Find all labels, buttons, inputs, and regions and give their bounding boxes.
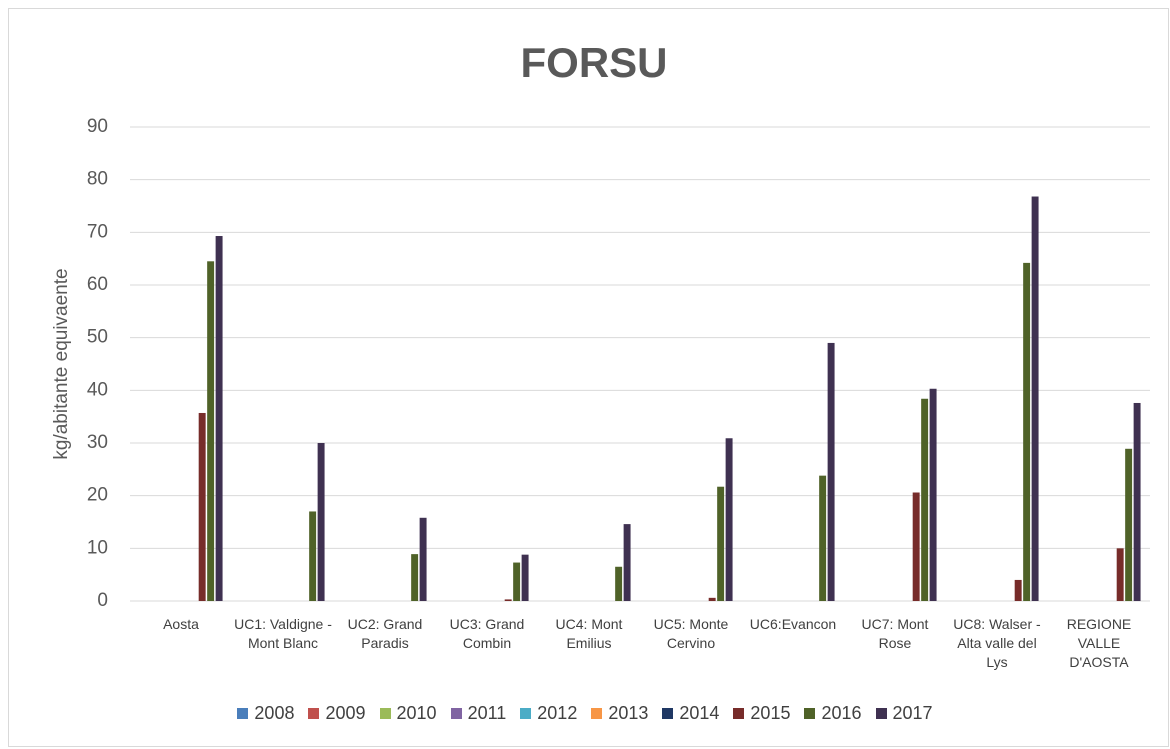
bar [921, 398, 929, 601]
bar [623, 524, 631, 601]
x-tick-label: UC7: Mont Rose [861, 616, 929, 651]
bar [615, 566, 623, 601]
bar [1125, 448, 1133, 601]
legend-swatch [308, 708, 320, 719]
x-tick-label: UC2: Grand Paradis [347, 616, 423, 651]
y-tick-label: 50 [87, 327, 108, 348]
legend-label: 2013 [608, 703, 649, 723]
legend-swatch [237, 708, 249, 719]
bar [827, 342, 835, 601]
x-tick-label: REGIONE VALLE D'AOSTA [1066, 616, 1132, 670]
x-tick-label: UC6:Evancon [749, 616, 837, 632]
legend-swatch [520, 708, 532, 719]
y-tick-label: 0 [97, 590, 108, 611]
legend-label: 2011 [467, 703, 507, 723]
bar [419, 517, 427, 601]
legend-item: 2010 [379, 703, 437, 724]
legend: 2008 2009 2010 2011 2012 2013 2014 2015 2016 2017 [0, 703, 1170, 724]
y-tick-label: 80 [87, 169, 108, 190]
x-tick-label: UC3: Grand Combin [449, 616, 525, 651]
x-tick-label: UC4: Mont Emilius [555, 616, 623, 651]
legend-item: 2008 [237, 703, 294, 724]
legend-label: 2015 [750, 703, 791, 723]
y-tick-label: 20 [87, 485, 108, 506]
legend-label: 2014 [679, 703, 720, 723]
legend-swatch [591, 708, 603, 719]
bar [1133, 402, 1141, 601]
legend-item: 2013 [591, 703, 648, 724]
legend-swatch [450, 708, 462, 719]
bar [198, 412, 206, 601]
bar [819, 475, 827, 601]
bar [309, 511, 317, 601]
legend-item: 2015 [733, 703, 790, 724]
y-tick-label: 70 [87, 221, 108, 242]
bar [1023, 262, 1031, 601]
bar [215, 236, 223, 601]
legend-item: 2012 [520, 703, 577, 724]
bar [929, 388, 937, 601]
legend-swatch [804, 708, 816, 719]
bar [708, 597, 716, 601]
legend-swatch [379, 708, 391, 719]
bar [912, 492, 920, 601]
bar [1116, 548, 1124, 601]
y-tick-label: 60 [87, 274, 108, 295]
bar [513, 562, 521, 601]
chart-border [8, 8, 1169, 747]
bar [411, 554, 419, 601]
legend-swatch [662, 708, 674, 719]
legend-item: 2016 [804, 703, 862, 724]
bar [504, 599, 512, 601]
bar [725, 438, 733, 601]
legend-label: 2010 [396, 703, 437, 723]
legend-label: 2016 [821, 703, 862, 723]
legend-swatch [733, 708, 745, 719]
legend-item: 2009 [308, 703, 366, 724]
x-tick-label: Aosta [163, 616, 199, 632]
y-tick-label: 40 [87, 379, 108, 400]
chart-title: FORSU [521, 39, 668, 86]
bar [521, 554, 529, 601]
x-tick-label: UC8: Walser - Alta valle del Lys [953, 616, 1041, 670]
y-tick-label: 10 [87, 537, 108, 558]
legend-item: 2017 [875, 703, 933, 724]
legend-label: 2017 [892, 703, 933, 723]
bar [1014, 579, 1022, 601]
legend-label: 2012 [537, 703, 578, 723]
x-tick-label: UC5: Monte Cervino [653, 616, 729, 651]
legend-label: 2009 [325, 703, 366, 723]
y-axis-label: kg/abitante equivaente [51, 268, 72, 459]
y-tick-label: 90 [87, 116, 108, 137]
bar [207, 261, 215, 601]
legend-label: 2008 [254, 703, 295, 723]
y-tick-label: 30 [87, 432, 108, 453]
legend-item: 2011 [450, 703, 507, 724]
x-tick-label: UC1: Valdigne - Mont Blanc [234, 616, 332, 651]
bar [1031, 196, 1039, 601]
legend-swatch [875, 708, 887, 719]
legend-item: 2014 [662, 703, 719, 724]
bar [717, 486, 725, 601]
bar [317, 443, 325, 601]
